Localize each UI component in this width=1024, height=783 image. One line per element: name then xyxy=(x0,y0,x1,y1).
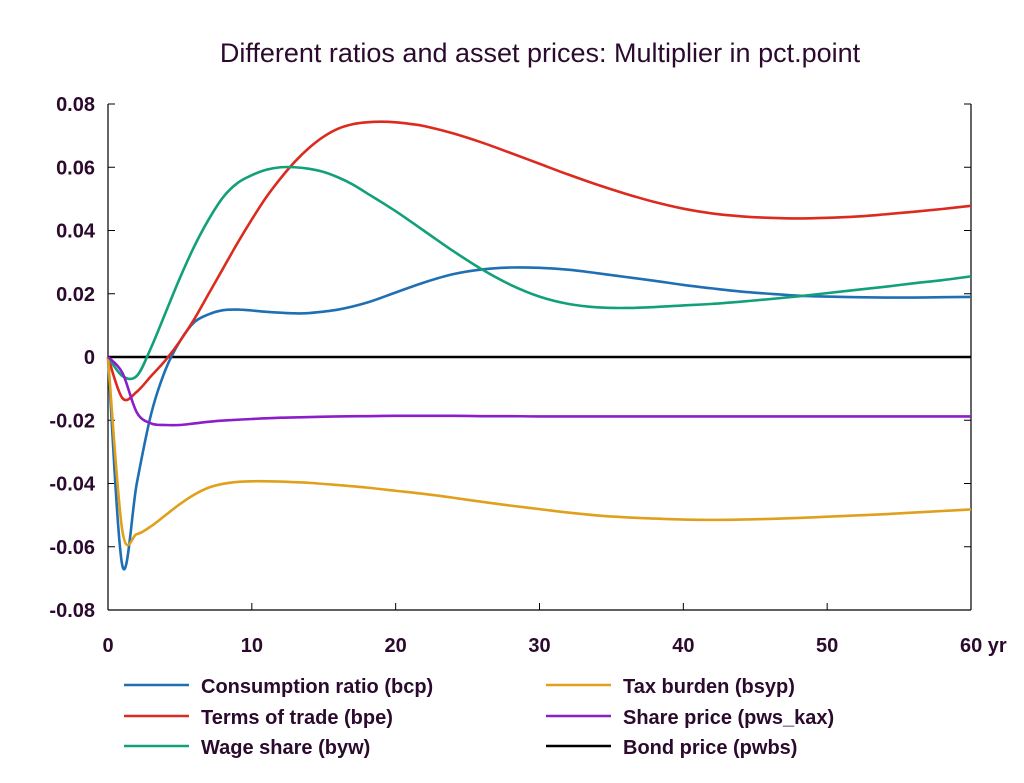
y-tick-label: 0.02 xyxy=(56,284,95,306)
y-tick-label: 0.04 xyxy=(56,221,96,243)
y-tick-label: -0.02 xyxy=(49,410,95,432)
x-tick-label: 60 yr xyxy=(960,635,1007,657)
x-tick-label: 40 xyxy=(672,635,694,657)
y-axis: -0.08 -0.06 -0.04 -0.02 0 0.02 0.04 0.06 0.08 xyxy=(49,94,971,622)
series-line-share-price-pws-kax xyxy=(107,356,971,427)
y-tick-label: -0.08 xyxy=(49,600,95,622)
legend-label-bond-price-pwbs: Bond price (pwbs) xyxy=(623,737,797,759)
legend-label-terms-of-trade-bpe: Terms of trade (bpe) xyxy=(201,707,393,729)
y-tick-label: -0.06 xyxy=(49,537,95,559)
x-tick-label: 30 xyxy=(528,635,550,657)
y-tick-label: 0.08 xyxy=(56,94,95,116)
series-line-consumption-ratio-bcp xyxy=(106,266,972,571)
x-axis: 0 10 20 30 40 50 60 yr xyxy=(102,603,1007,657)
x-tick-label: 10 xyxy=(241,635,263,657)
y-tick-label: 0.06 xyxy=(56,157,95,179)
series-line-terms-of-trade-bpe xyxy=(106,120,972,402)
y-tick-label: -0.04 xyxy=(49,474,95,496)
x-tick-label: 50 xyxy=(816,635,838,657)
legend-label-consumption-ratio-bcp: Consumption ratio (bcp) xyxy=(201,676,433,698)
series-line-tax-burden-bsyp xyxy=(106,356,972,547)
series-line-wage-share-byw xyxy=(106,165,972,381)
legend-label-tax-burden-bsyp: Tax burden (bsyp) xyxy=(623,676,795,698)
x-tick-label: 20 xyxy=(385,635,407,657)
legend-label-wage-share-byw: Wage share (byw) xyxy=(201,737,370,759)
x-tick-label: 0 xyxy=(102,635,113,657)
y-tick-label: 0 xyxy=(84,347,95,369)
legend: Consumption ratio (bcp) Terms of trade (b… xyxy=(124,676,834,759)
series-layer xyxy=(106,120,972,571)
chart-title: Different ratios and asset prices: Multi… xyxy=(220,38,861,68)
legend-label-share-price-pws-kax: Share price (pws_kax) xyxy=(623,707,834,729)
